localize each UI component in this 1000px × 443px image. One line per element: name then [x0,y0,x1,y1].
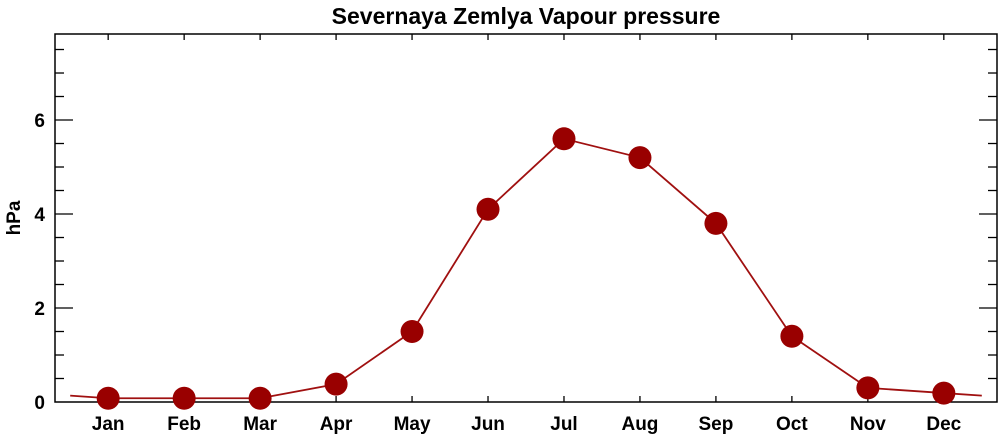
data-point-jun [476,197,500,221]
x-tick-label: Oct [776,414,808,435]
data-point-mar [248,386,272,410]
x-tick-label: Dec [926,414,961,435]
chart-title: Severnaya Zemlya Vapour pressure [332,3,721,29]
data-point-may [400,320,424,344]
y-tick-label: 4 [34,205,45,226]
x-tick-label: Nov [850,414,886,435]
x-tick-label: Jun [471,414,505,435]
data-point-dec [932,381,956,405]
x-tick-label: Sep [698,414,733,435]
x-tick-label: Aug [621,414,658,435]
x-tick-label: Jan [92,414,125,435]
data-point-feb [172,386,196,410]
data-point-aug [628,146,652,170]
plot-frame [54,33,998,403]
y-tick-label: 6 [34,111,45,132]
x-tick-label: Jul [550,414,577,435]
series [70,127,982,410]
x-tick-label: May [394,414,431,435]
y-tick-label: 0 [34,393,45,414]
data-point-nov [856,376,880,400]
y-tick-label: 2 [34,299,45,320]
data-point-oct [780,324,804,348]
x-tick-label: Mar [243,414,277,435]
y-axis-label: hPa [4,200,25,235]
data-point-sep [704,211,728,235]
axes: 0 2 4 6 Jan Feb Mar Apr May Jun Jul Aug Sep Oct Nov Dec [34,33,998,435]
x-tick-label: Apr [320,414,353,435]
x-tick-label: Feb [167,414,201,435]
series-line [70,137,982,400]
data-point-apr [324,372,348,396]
data-point-jan [96,386,120,410]
data-point-jul [552,127,576,151]
